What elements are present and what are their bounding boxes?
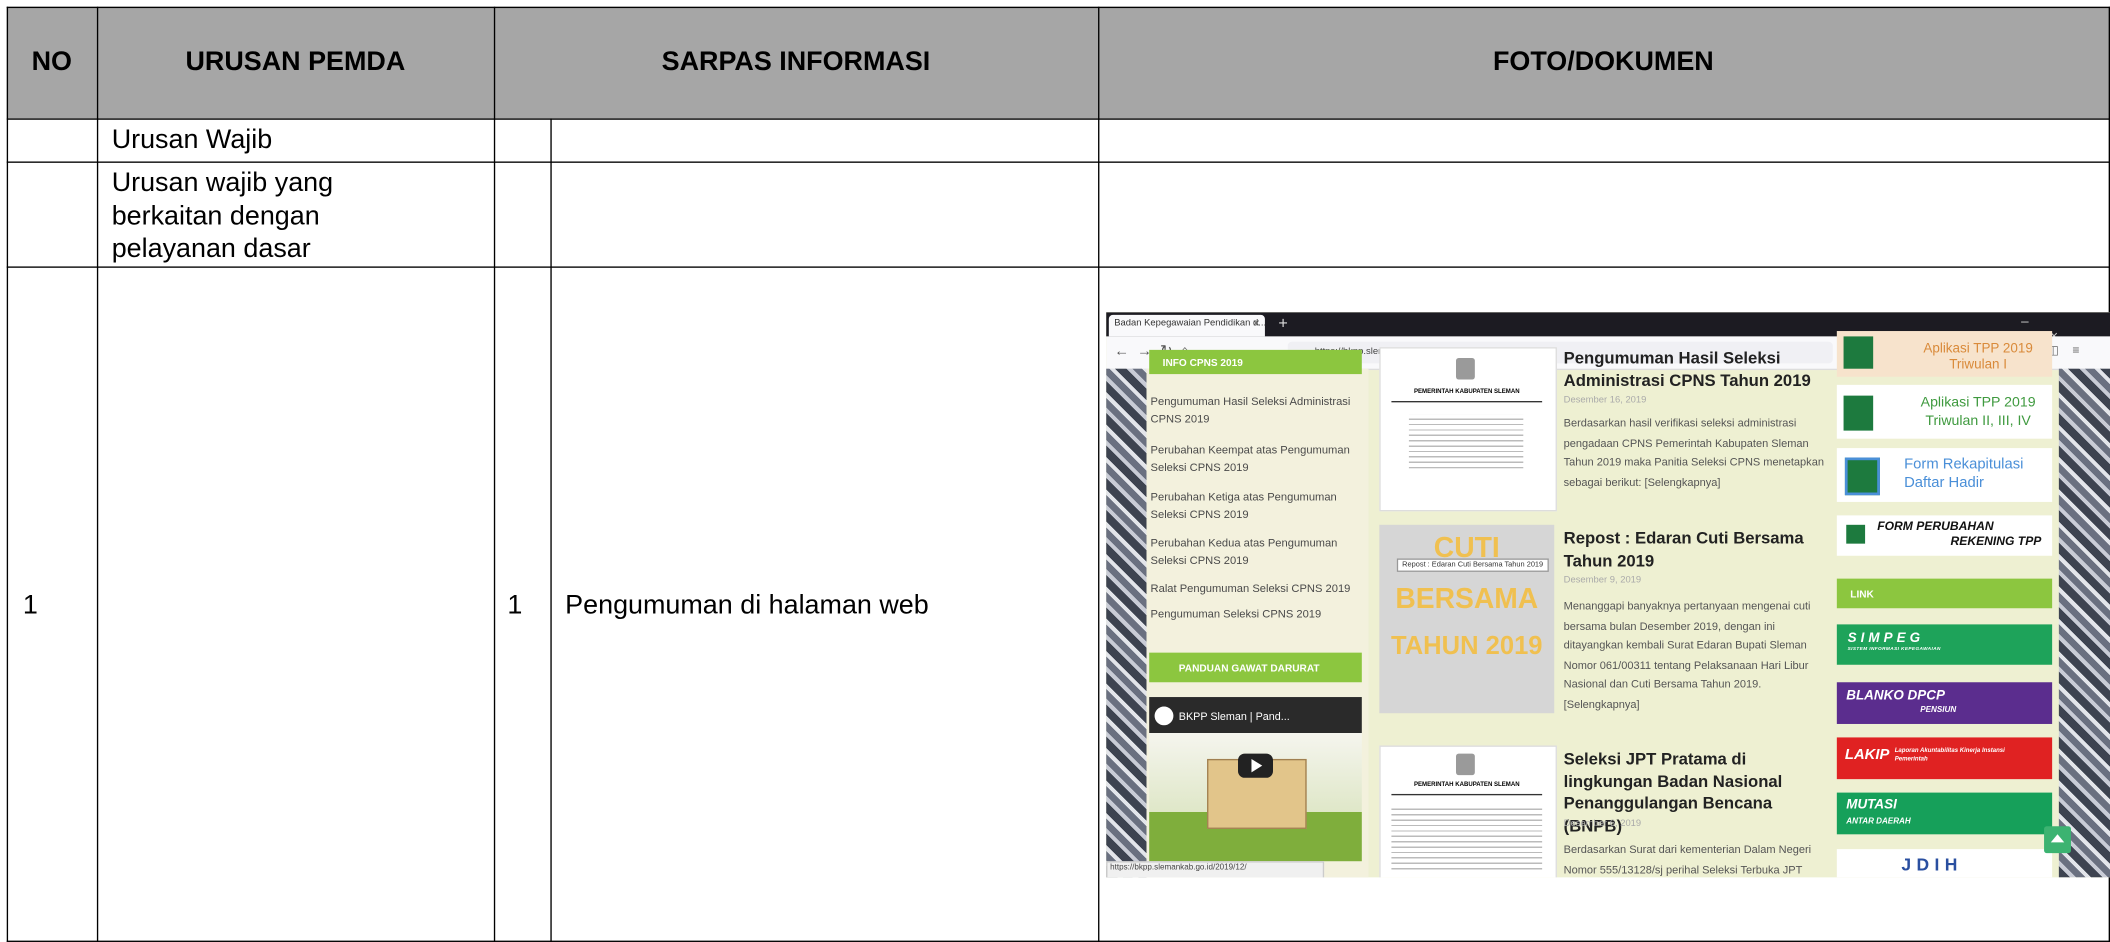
header-bg — [6, 6, 2110, 119]
sidebar-link[interactable]: Perubahan Ketiga atas Pengumuman Seleksi… — [1150, 489, 1337, 521]
border — [6, 940, 2110, 942]
article-date: Desember 16, 2019 — [1563, 395, 1647, 406]
tooltip: Repost : Edaran Cuti Bersama Tahun 2019 — [1396, 558, 1549, 572]
banner[interactable]: SIMPEG SISTEM INFORMASI KEPEGAWAIAN — [1836, 624, 2053, 665]
doc-emblem — [1456, 357, 1475, 380]
border — [1098, 6, 1100, 942]
scroll-top-icon — [2050, 834, 2065, 843]
banner-title: SIMPEG — [1847, 631, 1925, 646]
border — [550, 118, 552, 942]
status-url: https://bkpp.slemankab.go.id/2019/12/ — [1110, 863, 1247, 872]
banner-subtitle: Triwulan II, III, IV — [1925, 413, 2031, 430]
sidebar-heading: PANDUAN GAWAT DARURAT — [1149, 652, 1362, 683]
doc-emblem — [1456, 753, 1475, 776]
batik-left — [1106, 368, 1147, 878]
article-title[interactable]: Pengumuman Hasil Seleksi Administrasi CP… — [1563, 348, 1811, 390]
banner-subtitle: Laporan Akuntabilitas Kinerja Instansi P… — [1894, 746, 2005, 762]
sidebar-link[interactable]: Perubahan Kedua atas Pengumuman Seleksi … — [1150, 535, 1338, 567]
channel-icon — [1154, 706, 1174, 726]
sidebar-link[interactable]: Ralat Pengumuman Seleksi CPNS 2019 — [1150, 581, 1351, 595]
new-tab[interactable]: + — [1278, 313, 1288, 333]
banner-subtitle: REKENING TPP — [1950, 534, 2042, 548]
border — [6, 161, 2110, 163]
article-date: Desember 6, 2019 — [1563, 819, 1642, 829]
cell-text: berkaitan dengan — [111, 201, 320, 231]
banner-subtitle: ANTAR DAERAH — [1846, 818, 1911, 827]
article-body: Berdasarkan hasil verifikasi seleksi adm… — [1563, 417, 1824, 488]
sidebar-link[interactable]: Perubahan Keempat atas Pengumuman Seleks… — [1150, 442, 1350, 474]
sidebar-link[interactable]: Pengumuman Hasil Seleksi Administrasi CP… — [1150, 394, 1351, 426]
cell-text: Urusan Wajib — [111, 125, 273, 155]
tab — [1108, 314, 1265, 337]
banner-title: MUTASI — [1846, 797, 1897, 813]
header-cell: SARPAS INFORMASI — [661, 47, 931, 77]
sidebar-heading: INFO CPNS 2019 — [1149, 349, 1362, 375]
border — [96, 6, 99, 942]
cuti-text: BERSAMA — [1395, 584, 1539, 615]
banner-subtitle: Daftar Hadir — [1904, 475, 1984, 492]
status-bar — [1106, 861, 1325, 878]
article-title[interactable]: Repost : Edaran Cuti Bersama Tahun 2019 — [1563, 528, 1804, 570]
border — [493, 6, 496, 942]
border — [6, 118, 2110, 120]
doc-rule — [1391, 793, 1543, 796]
sidebar-link[interactable]: Pengumuman Seleksi CPNS 2019 — [1150, 606, 1322, 621]
doc-lines — [1391, 804, 1543, 872]
article-title[interactable]: Seleksi JPT Pratama di lingkungan Badan … — [1563, 749, 1783, 835]
play-icon — [1251, 758, 1263, 773]
screenshot: Badan Kepegawaian Pendidikan d... × + –▫… — [1106, 312, 2110, 878]
doc-lines — [1408, 414, 1524, 469]
tab-title: Badan Kepegawaian Pendidikan d... — [1114, 318, 1267, 329]
header-cell: FOTO/DOKUMEN — [1492, 47, 1714, 77]
banner[interactable]: LAKIP Laporan Akuntabilitas Kinerja Insta… — [1836, 737, 2053, 780]
doc-header: PEMERINTAH KABUPATEN SLEMAN — [1413, 780, 1520, 788]
video-title: BKPP Sleman | Pand... — [1178, 710, 1290, 723]
cell-text: pelayanan dasar — [111, 234, 311, 264]
cell-text: 1 — [22, 590, 38, 621]
banner[interactable]: BLANKO DPCP PENSIUN — [1836, 682, 2053, 724]
border — [6, 6, 2110, 9]
excel-icon — [1844, 457, 1880, 496]
batik-right — [2058, 368, 2110, 878]
banner-title: Aplikasi TPP 2019 — [1923, 341, 2033, 357]
banner-title: FORM PERUBAHAN — [1877, 519, 1994, 533]
article-body: Berdasarkan Surat dari kementerian Dalam… — [1563, 843, 1812, 876]
cell-text: Urusan wajib yang — [111, 168, 334, 198]
banner-subtitle: SISTEM INFORMASI KEPEGAWAIAN — [1847, 645, 1941, 652]
cell-text: Pengumuman di halaman web — [565, 590, 929, 621]
banner[interactable]: JDIH — [1836, 849, 2053, 878]
cell-text: 1 — [507, 590, 523, 621]
link-heading: LINK — [1836, 578, 2053, 609]
cuti-text: TAHUN 2019 — [1390, 632, 1543, 661]
banner[interactable]: FORM PERUBAHAN REKENING TPP — [1836, 515, 2053, 556]
header-cell: URUSAN PEMDA — [185, 47, 406, 77]
border — [6, 266, 2110, 268]
tab-close[interactable]: × — [1252, 316, 1260, 330]
banner-title: BLANKO DPCP — [1846, 688, 1945, 704]
header-cell: NO — [31, 47, 72, 77]
doc-header: PEMERINTAH KABUPATEN SLEMAN — [1413, 387, 1520, 395]
article-date: Desember 9, 2019 — [1563, 575, 1642, 586]
excel-icon — [1843, 395, 1874, 431]
banner-title: Form Rekapitulasi — [1904, 456, 2024, 473]
banner-title: LAKIP — [1844, 746, 1890, 763]
cuti-thumbnail[interactable] — [1379, 524, 1555, 714]
banner-title: Aplikasi TPP 2019 — [1920, 394, 2036, 411]
excel-icon — [1843, 336, 1874, 369]
doc-rule — [1391, 401, 1543, 403]
article-body: Menanggapi banyaknya pertanyaan mengenai… — [1563, 600, 1811, 710]
banner-subtitle: PENSIUN — [1920, 706, 1957, 715]
banner[interactable]: MUTASI ANTAR DAERAH — [1836, 792, 2053, 835]
url: https://bkpp.slemankab.go.id — [1314, 347, 1435, 357]
form-icon — [1846, 524, 1866, 544]
border — [6, 6, 9, 942]
banner-subtitle: Triwulan I — [1949, 357, 2008, 373]
banner-title: JDIH — [1901, 854, 1963, 875]
